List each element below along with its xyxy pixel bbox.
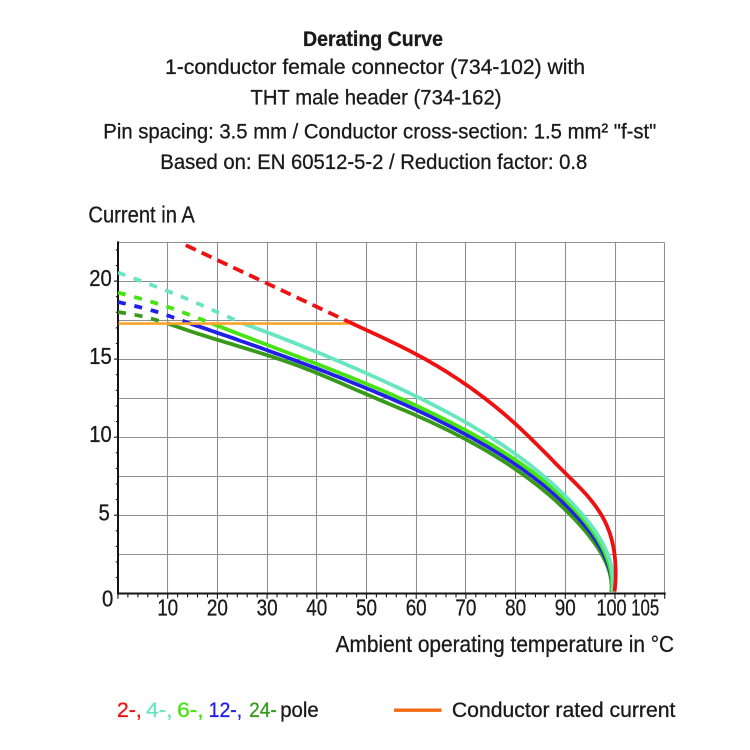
svg-text:4-,: 4-, — [146, 699, 173, 722]
svg-text:70: 70 — [455, 594, 476, 620]
svg-text:2-,: 2-, — [117, 699, 142, 722]
svg-text:60: 60 — [406, 594, 427, 620]
svg-text:Based on: EN 60512-5-2 / Reduc: Based on: EN 60512-5-2 / Reduction facto… — [160, 151, 587, 174]
svg-text:Conductor rated current: Conductor rated current — [452, 699, 676, 722]
svg-text:12-,: 12-, — [209, 699, 243, 722]
svg-text:6-,: 6-, — [177, 699, 204, 722]
svg-text:90: 90 — [555, 594, 576, 620]
svg-text:1-conductor female connector (: 1-conductor female connector (734-102) w… — [165, 56, 585, 79]
svg-text:0: 0 — [102, 585, 113, 611]
svg-text:50: 50 — [356, 594, 377, 620]
svg-text:20: 20 — [207, 594, 228, 620]
svg-text:24-: 24- — [249, 699, 277, 722]
svg-text:40: 40 — [306, 594, 327, 620]
svg-text:pole: pole — [280, 699, 319, 722]
svg-text:105: 105 — [631, 594, 659, 620]
svg-text:5: 5 — [99, 500, 110, 526]
svg-text:15: 15 — [89, 343, 112, 369]
svg-text:80: 80 — [505, 594, 526, 620]
svg-text:20: 20 — [89, 265, 112, 291]
svg-text:10: 10 — [157, 594, 178, 620]
svg-text:Current in A: Current in A — [88, 201, 195, 227]
svg-text:Ambient operating temperature: Ambient operating temperature in °C — [336, 631, 674, 657]
svg-text:30: 30 — [257, 594, 278, 620]
svg-text:THT male header (734-162): THT male header (734-162) — [251, 87, 502, 110]
svg-text:Pin spacing: 3.5 mm / Conducto: Pin spacing: 3.5 mm / Conductor cross-se… — [103, 121, 656, 144]
svg-text:100: 100 — [597, 594, 627, 620]
svg-text:10: 10 — [89, 421, 112, 447]
svg-text:Derating Curve: Derating Curve — [303, 28, 443, 51]
